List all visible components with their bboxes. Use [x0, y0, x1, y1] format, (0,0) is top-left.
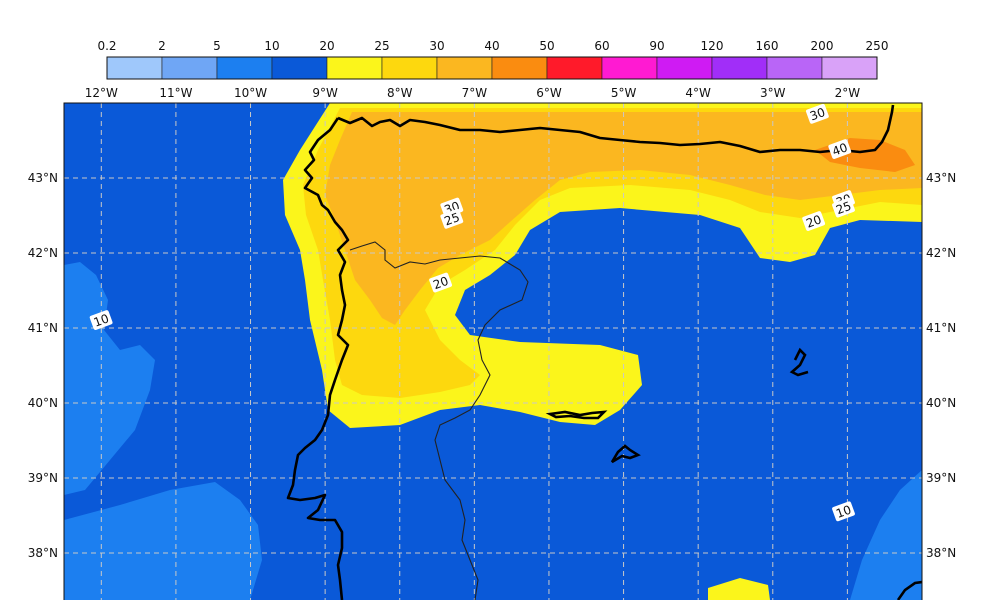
contour-label-text: 25 — [442, 210, 461, 228]
lat-label-left: 38°N — [28, 546, 58, 560]
lon-label: 12°W — [85, 86, 118, 100]
lon-label: 2°W — [835, 86, 861, 100]
lon-label: 6°W — [536, 86, 562, 100]
lat-label-right: 38°N — [926, 546, 956, 560]
colorbar-swatch-4 — [326, 56, 383, 80]
colorbar-label: 30 — [429, 39, 444, 53]
contour-label: 25 — [832, 197, 855, 218]
gridlines — [64, 103, 922, 604]
coastline-southeast — [896, 580, 922, 601]
lon-label: 7°W — [462, 86, 488, 100]
contour-label-text: 25 — [834, 199, 853, 217]
colorbar-swatch-8 — [546, 56, 603, 80]
contour-label-bg — [832, 197, 855, 218]
field-band-20-25-south — [708, 578, 770, 600]
latitude-labels-right: 43°N 42°N 41°N 40°N 39°N 38°N — [926, 171, 956, 560]
colorbar: 0.2 2 5 10 20 25 30 40 50 60 90 120 160 200 250 — [97, 39, 889, 80]
colorbar-swatch-6 — [436, 56, 493, 80]
contour-label-bg — [429, 272, 453, 293]
latitude-labels-left: 43°N 42°N 41°N 40°N 39°N 38°N — [28, 171, 58, 560]
colorbar-label: 200 — [811, 39, 834, 53]
colorbar-swatch-7 — [491, 56, 548, 80]
border-line — [349, 241, 529, 601]
lon-label: 9°W — [312, 86, 338, 100]
contour-label-bg — [89, 310, 113, 330]
lat-label-right: 41°N — [926, 321, 956, 335]
lat-label-left: 43°N — [28, 171, 58, 185]
colorbar-swatch-11 — [711, 56, 768, 80]
colorbar-label: 20 — [319, 39, 334, 53]
map-area: 30403025203025201010 — [64, 103, 922, 604]
field-band-5-10-southwest — [64, 482, 262, 600]
contour-label: 25 — [440, 208, 464, 229]
contour-label-bg — [805, 103, 829, 124]
colorbar-label: 50 — [539, 39, 554, 53]
colorbar-label: 250 — [866, 39, 889, 53]
colorbar-swatch-9 — [601, 56, 658, 80]
contour-label-bg — [802, 211, 826, 231]
lon-label: 8°W — [387, 86, 413, 100]
colorbar-label: 90 — [649, 39, 664, 53]
contour-label-text: 20 — [804, 212, 823, 230]
contour-label-bg — [440, 208, 464, 229]
contour-label-bg — [828, 139, 852, 159]
lon-label: 4°W — [685, 86, 711, 100]
colorbar-label: 0.2 — [97, 39, 116, 53]
lat-label-right: 40°N — [926, 396, 956, 410]
contour-label-bg — [832, 501, 855, 522]
colorbar-label: 5 — [213, 39, 221, 53]
colorbar-label: 120 — [701, 39, 724, 53]
lat-label-left: 42°N — [28, 246, 58, 260]
contour-label-text: 20 — [431, 274, 450, 292]
contour-label-text: 10 — [92, 311, 111, 329]
colorbar-label: 40 — [484, 39, 499, 53]
contour-label: 30 — [805, 103, 829, 124]
field-band-30-40 — [325, 112, 922, 325]
longitude-labels: 12°W 11°W 10°W 9°W 8°W 7°W 6°W 5°W 4°W 3°W 2°W — [85, 86, 861, 100]
coastline-west — [286, 117, 350, 601]
reservoir-2 — [610, 444, 641, 464]
colorbar-swatch-13 — [821, 56, 878, 80]
colorbar-swatch-10 — [656, 56, 713, 80]
reservoir-1 — [545, 410, 608, 420]
lat-label-left: 40°N — [28, 396, 58, 410]
colorbar-label: 2 — [158, 39, 166, 53]
lat-label-left: 39°N — [28, 471, 58, 485]
lat-label-right: 39°N — [926, 471, 956, 485]
contour-label: 10 — [832, 501, 855, 522]
colorbar-swatch-0 — [106, 56, 163, 80]
contour-label-text: 30 — [808, 105, 827, 123]
map-frame — [63, 102, 923, 604]
colorbar-label: 10 — [264, 39, 279, 53]
contour-label: 20 — [429, 272, 453, 293]
colorbar-swatch-2 — [216, 56, 273, 80]
lat-label-left: 41°N — [28, 321, 58, 335]
colorbar-label: 60 — [594, 39, 609, 53]
contour-label-text: 10 — [834, 503, 853, 521]
contour-label-text: 40 — [830, 140, 849, 158]
colorbar-swatch-3 — [271, 56, 328, 80]
lon-label: 11°W — [159, 86, 192, 100]
lon-label: 10°W — [234, 86, 267, 100]
colorbar-label: 160 — [756, 39, 779, 53]
contour-label: 10 — [89, 310, 113, 330]
reservoir-3 — [789, 347, 809, 377]
field-band-5-10-southeast — [850, 470, 922, 600]
contour-label: 40 — [828, 139, 852, 159]
lat-label-right: 43°N — [926, 171, 956, 185]
lat-label-right: 42°N — [926, 246, 956, 260]
colorbar-label: 25 — [374, 39, 389, 53]
colorbar-swatch-5 — [381, 56, 438, 80]
lon-label: 3°W — [760, 86, 786, 100]
field-band-5-10-west — [64, 262, 155, 495]
colorbar-swatch-12 — [766, 56, 823, 80]
contour-labels: 30403025203025201010 — [89, 103, 855, 522]
colorbar-swatch-1 — [161, 56, 218, 80]
contour-label: 20 — [802, 211, 826, 231]
colorbar-frame — [106, 56, 878, 80]
lon-label: 5°W — [611, 86, 637, 100]
